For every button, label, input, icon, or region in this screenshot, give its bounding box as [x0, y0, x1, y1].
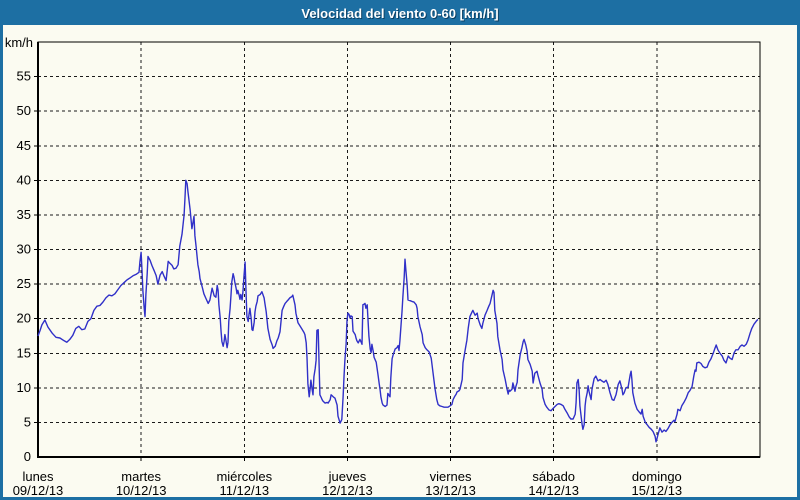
y-axis-tick-label: 15 — [17, 345, 31, 360]
x-axis-date-label: 10/12/13 — [116, 483, 167, 497]
y-axis-tick-label: 5 — [24, 414, 31, 429]
x-axis-date-label: 12/12/13 — [322, 483, 373, 497]
x-axis-day-label: martes — [121, 469, 161, 484]
x-axis-day-label: sábado — [532, 469, 575, 484]
y-axis-tick-label: 45 — [17, 138, 31, 153]
x-axis-day-label: jueves — [328, 469, 367, 484]
y-axis-tick-label: 35 — [17, 207, 31, 222]
chart-title-bar: Velocidad del viento 0-60 [km/h] — [3, 3, 797, 25]
y-axis-tick-label: 55 — [17, 69, 31, 84]
x-axis-day-label: domingo — [632, 469, 682, 484]
y-axis-tick-label: 30 — [17, 242, 31, 257]
x-axis-date-label: 09/12/13 — [13, 483, 64, 497]
chart-title: Velocidad del viento 0-60 [km/h] — [301, 6, 499, 21]
y-axis-tick-label: 40 — [17, 172, 31, 187]
x-axis-date-label: 14/12/13 — [528, 483, 579, 497]
x-axis-date-label: 15/12/13 — [632, 483, 683, 497]
y-axis-tick-label: 0 — [24, 449, 31, 464]
x-axis-date-label: 11/12/13 — [219, 483, 269, 497]
x-axis-date-label: 13/12/13 — [425, 483, 476, 497]
y-axis-tick-label: 25 — [17, 276, 31, 291]
y-axis-tick-label: 50 — [17, 103, 31, 118]
x-axis-day-label: viernes — [430, 469, 472, 484]
y-axis-tick-label: 10 — [17, 380, 31, 395]
x-axis-day-label: miércoles — [216, 469, 272, 484]
y-axis-tick-label: 20 — [17, 311, 31, 326]
y-axis-unit-label: km/h — [5, 35, 33, 50]
wind-speed-line — [37, 179, 759, 443]
x-axis-day-label: lunes — [22, 469, 54, 484]
